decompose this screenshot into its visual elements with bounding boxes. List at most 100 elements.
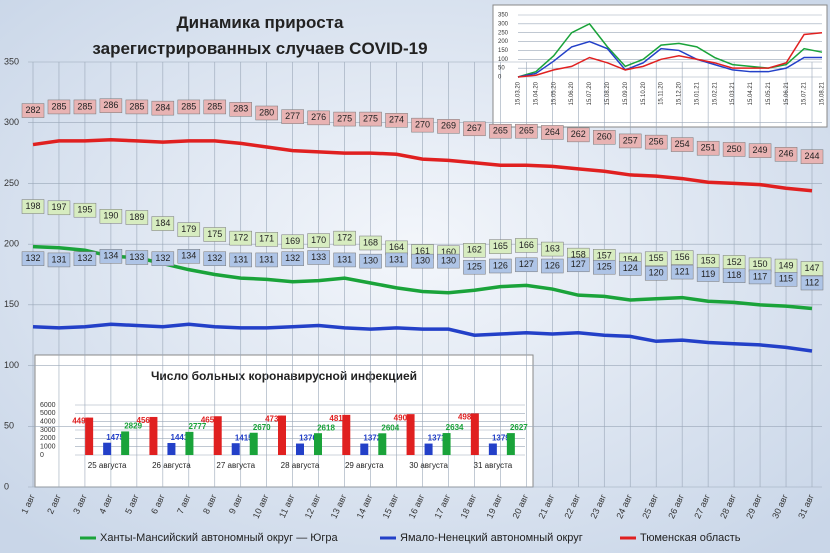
data-label-box bbox=[774, 147, 798, 162]
data-label: 154 bbox=[623, 254, 638, 264]
series-line bbox=[517, 40, 822, 78]
data-label-box bbox=[437, 253, 460, 269]
data-label: 165 bbox=[493, 241, 508, 251]
data-label: 4490 bbox=[72, 417, 90, 426]
data-label-box bbox=[151, 251, 175, 266]
data-label-box bbox=[463, 259, 486, 275]
bar bbox=[185, 431, 194, 455]
data-label-box bbox=[463, 121, 486, 137]
x-tick-label: 15.06.21 bbox=[784, 81, 790, 105]
data-label: 126 bbox=[545, 260, 560, 270]
data-label: 1415 bbox=[235, 433, 253, 442]
data-label: 4651 bbox=[201, 415, 219, 424]
data-label: 164 bbox=[389, 242, 404, 252]
data-label: 132 bbox=[285, 253, 300, 263]
data-label-box bbox=[670, 264, 694, 280]
data-label-box bbox=[229, 230, 252, 246]
data-label-box bbox=[307, 233, 330, 248]
data-label: 4903 bbox=[394, 413, 412, 422]
data-label-box bbox=[800, 275, 824, 291]
x-tick-label: 15.01.21 bbox=[694, 81, 700, 105]
data-label: 126 bbox=[493, 260, 508, 270]
data-label-box bbox=[696, 140, 720, 156]
data-label: 250 bbox=[727, 144, 742, 154]
x-tick-label: 31 августа bbox=[474, 461, 513, 470]
data-label: 1379 bbox=[492, 434, 510, 443]
data-label: 171 bbox=[259, 234, 274, 244]
y-tick-label: 300 bbox=[4, 117, 19, 127]
data-label-box bbox=[670, 250, 694, 265]
data-label: 118 bbox=[727, 270, 741, 280]
data-label: 198 bbox=[25, 201, 40, 211]
data-label: 249 bbox=[753, 145, 768, 155]
data-label-box bbox=[489, 258, 512, 274]
data-label: 189 bbox=[129, 212, 144, 222]
data-label: 166 bbox=[519, 240, 534, 250]
data-label: 121 bbox=[675, 266, 690, 276]
data-label-box bbox=[515, 257, 538, 273]
data-label-box bbox=[800, 149, 824, 164]
data-label: 132 bbox=[25, 253, 40, 263]
data-label: 269 bbox=[441, 121, 456, 131]
bar bbox=[360, 443, 369, 455]
bar bbox=[406, 414, 415, 455]
bar bbox=[488, 443, 497, 455]
y-tick-label: 100 bbox=[4, 360, 19, 370]
y-tick-label: 3000 bbox=[40, 427, 56, 434]
bar bbox=[278, 415, 286, 455]
y-tick-label: 150 bbox=[4, 299, 19, 309]
data-label-box bbox=[177, 249, 201, 264]
data-label: 132 bbox=[207, 253, 222, 263]
data-label: 270 bbox=[415, 120, 430, 130]
data-label: 251 bbox=[701, 143, 716, 153]
data-label: 260 bbox=[597, 132, 612, 142]
bar bbox=[213, 416, 222, 455]
x-tick-label: 15.11.20 bbox=[659, 81, 665, 105]
data-label-box bbox=[722, 142, 746, 157]
data-label-box bbox=[47, 252, 71, 268]
data-label: 175 bbox=[207, 229, 222, 239]
data-label: 131 bbox=[337, 254, 352, 264]
bar bbox=[470, 413, 479, 455]
data-label-box bbox=[151, 100, 175, 116]
data-label: 4986 bbox=[458, 413, 476, 422]
data-label: 190 bbox=[103, 211, 118, 221]
data-label: 161 bbox=[415, 246, 430, 256]
data-label: 157 bbox=[597, 251, 612, 261]
data-label: 117 bbox=[753, 271, 767, 281]
y-tick-label: 50 bbox=[4, 421, 14, 431]
data-label: 2604 bbox=[381, 423, 399, 432]
data-label-box bbox=[47, 200, 71, 216]
bar bbox=[342, 414, 351, 455]
bar bbox=[167, 442, 176, 455]
data-label-box bbox=[307, 110, 330, 126]
data-label: 1372 bbox=[363, 434, 381, 443]
data-label: 244 bbox=[804, 151, 819, 161]
data-label-box bbox=[125, 250, 149, 265]
bar bbox=[103, 442, 112, 455]
data-label: 284 bbox=[155, 103, 170, 113]
data-label: 134 bbox=[181, 251, 196, 261]
data-label-box bbox=[333, 111, 356, 127]
data-label: 131 bbox=[259, 254, 274, 264]
x-tick-label: 15.03.20 bbox=[516, 81, 522, 105]
data-label-box bbox=[696, 267, 720, 282]
y-tick-label: 0 bbox=[498, 75, 502, 81]
x-tick-label: 15.08.21 bbox=[820, 81, 826, 105]
data-label-box bbox=[229, 252, 252, 268]
x-tick-label: 29 августа bbox=[345, 461, 384, 470]
data-label-box bbox=[255, 252, 278, 268]
data-label-box bbox=[541, 258, 564, 274]
data-label: 160 bbox=[441, 247, 456, 257]
data-label-box bbox=[203, 251, 227, 266]
data-label-box bbox=[47, 99, 71, 115]
data-label: 2670 bbox=[253, 423, 271, 432]
series-line bbox=[32, 322, 813, 353]
data-label-box bbox=[359, 253, 382, 269]
legend-label: Тюменская область bbox=[640, 532, 741, 544]
data-label-box bbox=[618, 133, 642, 149]
bar bbox=[85, 417, 94, 455]
data-label: 246 bbox=[779, 149, 794, 159]
data-label: 156 bbox=[675, 252, 690, 262]
data-label: 152 bbox=[727, 257, 742, 267]
